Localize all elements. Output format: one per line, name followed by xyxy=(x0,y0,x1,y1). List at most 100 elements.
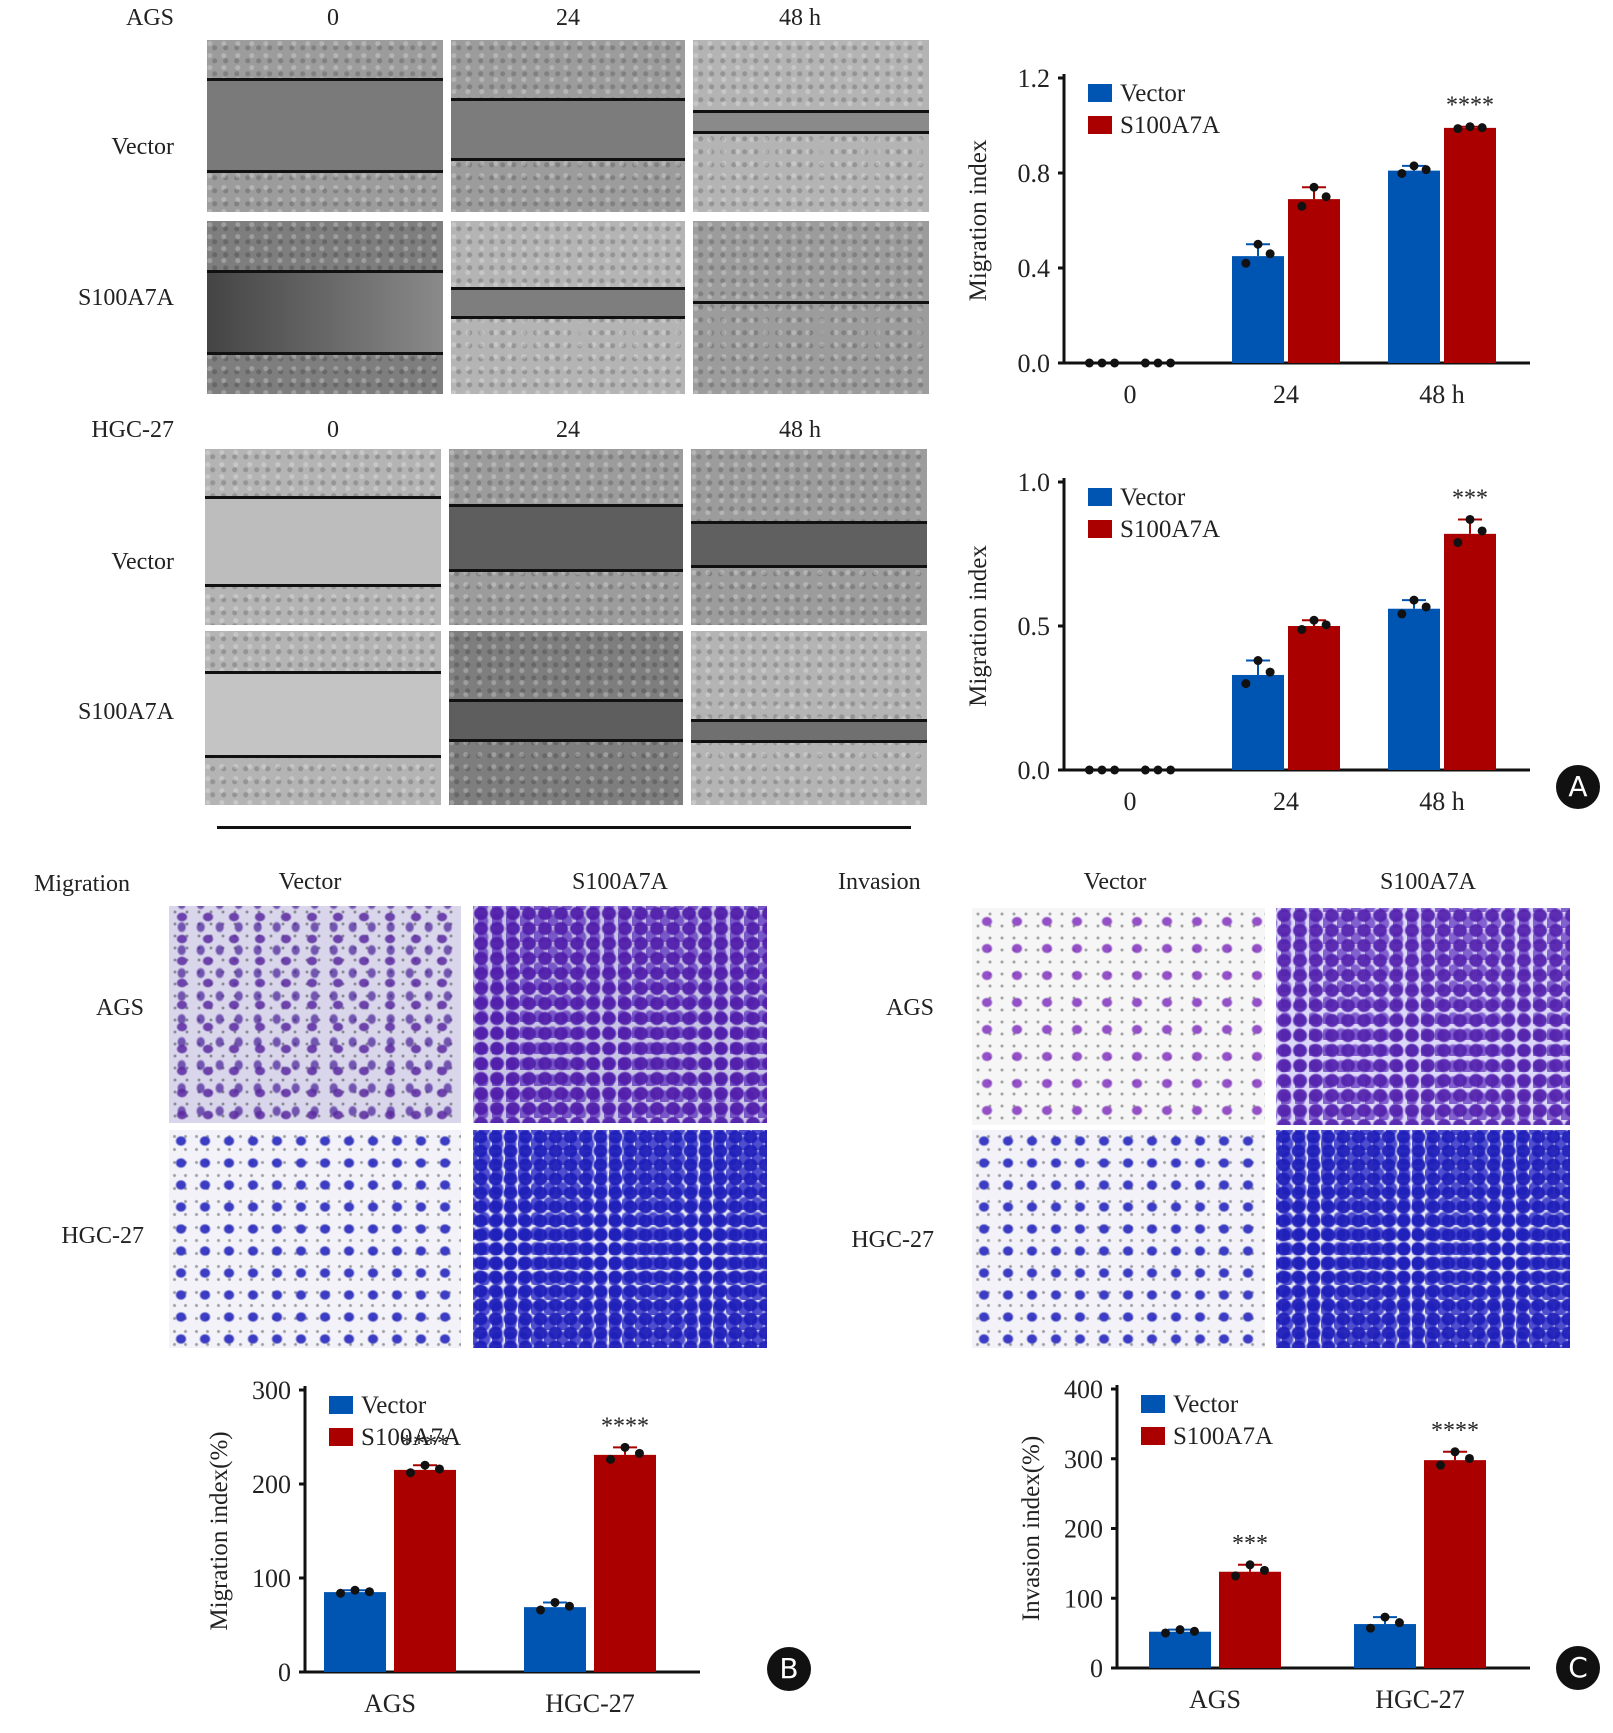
cell-line-label-ags: AGS xyxy=(125,5,174,31)
chart-a-hgc27: 0.0 0.5 1.0 Migration index 0 24 48 h *** Vector… xyxy=(965,468,1530,816)
legend-swatch-vector xyxy=(1088,84,1112,102)
x-tick-label: 24 xyxy=(1273,380,1299,409)
legend-swatch-s100a7a xyxy=(1088,520,1112,538)
data-point xyxy=(1421,602,1431,612)
x-tick-label: 24 xyxy=(1273,787,1299,816)
y-tick-label: 0 xyxy=(1090,1654,1103,1683)
y-tick-label: 0.4 xyxy=(1018,254,1051,283)
y-tick-label: 1.2 xyxy=(1018,64,1051,93)
y-axis-label: Invasion index(%) xyxy=(1018,1436,1045,1621)
data-point xyxy=(1409,595,1419,605)
data-point xyxy=(434,1464,444,1474)
data-point xyxy=(1297,201,1307,211)
panel-title-invasion: Invasion xyxy=(838,869,921,895)
chart-c: 0 100 200 300 400 Invasion index(%) AGS HGC-27 *… xyxy=(1018,1375,1530,1714)
legend-swatch-vector xyxy=(1141,1395,1165,1413)
data-point xyxy=(564,1601,574,1611)
wound-image-hgc27-s100a7a-24h xyxy=(449,631,683,805)
data-point xyxy=(1453,124,1463,134)
data-point xyxy=(1321,620,1331,630)
data-point xyxy=(620,1442,630,1452)
y-tick-label: 100 xyxy=(252,1564,291,1593)
data-point xyxy=(1380,1612,1390,1622)
data-point xyxy=(1321,192,1331,202)
data-point xyxy=(1465,514,1475,524)
x-tick-label: 48 h xyxy=(1419,787,1465,816)
wound-image-ags-vector-24h xyxy=(451,40,685,212)
col-label-vector: Vector xyxy=(1083,869,1147,895)
y-axis-label: Migration index xyxy=(965,139,992,301)
row-label-ags: AGS xyxy=(885,995,934,1021)
x-tick-label: HGC-27 xyxy=(545,1689,635,1718)
col-label-s100a7a: S100A7A xyxy=(1379,869,1477,895)
transwell-image-hgc27-vector xyxy=(972,1130,1265,1348)
data-point xyxy=(1477,123,1487,133)
data-point xyxy=(1477,526,1487,536)
data-point xyxy=(1231,1571,1241,1581)
data-point xyxy=(1140,358,1150,368)
transwell-image-ags-vector xyxy=(169,906,461,1123)
significance-annotation: **** xyxy=(601,1413,649,1439)
data-point xyxy=(1259,1565,1269,1575)
bar-s100a7a xyxy=(1444,127,1496,363)
data-point xyxy=(1397,609,1407,619)
data-point xyxy=(1464,1453,1474,1463)
data-point xyxy=(536,1605,546,1615)
data-point xyxy=(1097,358,1107,368)
transwell-image-hgc27-vector xyxy=(169,1130,461,1348)
panel-badge-b: B xyxy=(767,1647,811,1691)
data-point xyxy=(606,1454,616,1464)
col-label-s100a7a: S100A7A xyxy=(571,869,669,895)
panel-badge-a: A xyxy=(1556,765,1600,809)
significance-annotation: **** xyxy=(401,1431,449,1457)
data-point xyxy=(1166,765,1176,775)
y-tick-label: 1.0 xyxy=(1018,468,1051,497)
y-axis-label: Migration index(%) xyxy=(206,1431,233,1630)
data-point xyxy=(1166,358,1176,368)
y-tick-label: 200 xyxy=(252,1470,291,1499)
data-point xyxy=(1265,667,1275,677)
panel-title-migration: Migration xyxy=(34,871,130,897)
legend-swatch-s100a7a xyxy=(1088,116,1112,134)
data-point xyxy=(364,1587,374,1597)
data-point xyxy=(1450,1447,1460,1457)
data-point xyxy=(1084,358,1094,368)
significance-annotation: **** xyxy=(1446,93,1494,119)
data-point xyxy=(1309,182,1319,192)
data-point xyxy=(1465,122,1475,132)
time-label-24: 24 xyxy=(556,417,580,443)
y-tick-label: 0.5 xyxy=(1018,612,1051,641)
time-label-0: 0 xyxy=(327,417,339,443)
y-tick-label: 0 xyxy=(278,1658,291,1687)
legend-label: Vector xyxy=(1120,484,1186,511)
wound-image-hgc27-vector-24h xyxy=(449,449,683,625)
bar-vector xyxy=(1149,1631,1211,1668)
data-point xyxy=(420,1460,430,1470)
x-tick-label: 48 h xyxy=(1419,380,1465,409)
row-label-s100a7a: S100A7A xyxy=(77,699,174,725)
y-tick-label: 0.0 xyxy=(1018,349,1051,378)
data-point xyxy=(1245,1560,1255,1570)
legend-label: S100A7A xyxy=(361,1424,461,1451)
transwell-image-ags-s100a7a xyxy=(473,906,767,1123)
significance-annotation: *** xyxy=(1452,485,1488,511)
time-label-48: 48 h xyxy=(779,417,821,443)
y-tick-label: 0.0 xyxy=(1018,756,1051,785)
transwell-image-ags-s100a7a xyxy=(1276,908,1570,1125)
x-tick-label: AGS xyxy=(364,1689,416,1718)
legend-swatch-s100a7a xyxy=(329,1428,353,1446)
x-tick-label: 0 xyxy=(1124,787,1137,816)
legend-label: S100A7A xyxy=(1120,112,1220,139)
bar-vector xyxy=(524,1607,586,1672)
chart-a-ags: 0.0 0.4 0.8 1.2 Migration index 0 24 48 h **** Ve… xyxy=(965,64,1530,409)
chart-b: 0 100 200 300 Migration index(%) AGS HGC-27 ***… xyxy=(206,1376,700,1718)
legend-swatch-vector xyxy=(329,1396,353,1414)
data-point xyxy=(1409,161,1419,171)
y-tick-label: 200 xyxy=(1064,1515,1103,1544)
data-point xyxy=(1241,679,1251,689)
cell-line-label-hgc27: HGC-27 xyxy=(91,417,174,443)
data-point xyxy=(1097,765,1107,775)
bar-vector xyxy=(1354,1624,1416,1668)
bar-s100a7a xyxy=(1444,533,1496,770)
data-point xyxy=(1436,1460,1446,1470)
